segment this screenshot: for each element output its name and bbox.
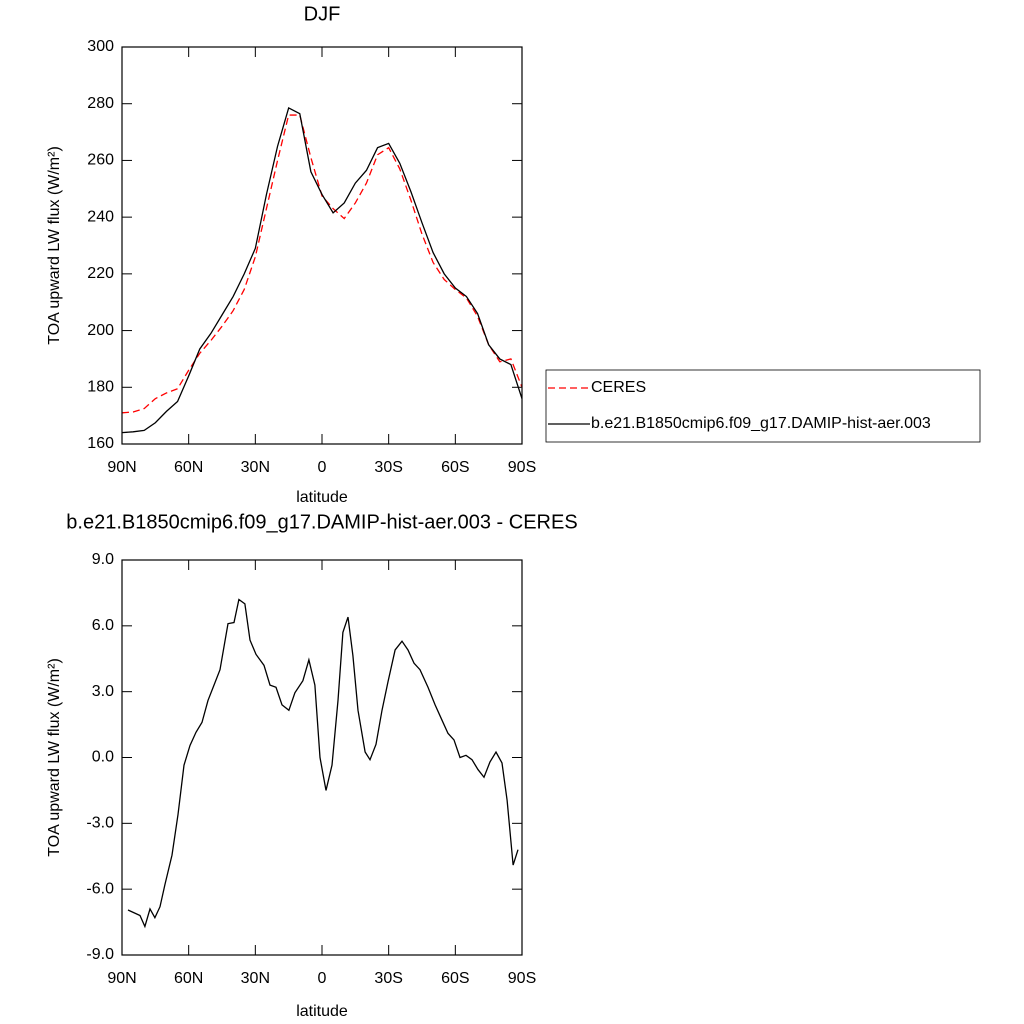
y-tick-label: 200 (87, 322, 114, 339)
plot: DJF latitude TOA upward LW flux (W/m²) 160 1… (46, 3, 981, 506)
x-tick-label: 60S (441, 459, 469, 476)
y-tick-label: 0.0 (92, 749, 114, 766)
x-tick-label: 0 (318, 970, 327, 987)
y-tick-label: 300 (87, 38, 114, 55)
y-tick-label: -9.0 (86, 946, 114, 963)
x-tick-label: 60N (174, 970, 203, 987)
plot: b.e21.B1850cmip6.f09_g17.DAMIP-hist-aer.… (46, 511, 577, 1020)
x-tick-label: 90S (508, 970, 536, 987)
y-tick-label: 280 (87, 95, 114, 112)
y-tick-label: 160 (87, 435, 114, 452)
y-tick-label: 240 (87, 208, 114, 225)
x-axis-label: latitude (296, 1003, 348, 1020)
data-line (121, 107, 523, 434)
plot-frame (121, 46, 523, 445)
x-tick-label: 90N (107, 970, 136, 987)
y-tick-label: 180 (87, 379, 114, 396)
x-tick-label: 60S (441, 970, 469, 987)
legend-label: CERES (591, 379, 646, 396)
legend-label: b.e21.B1850cmip6.f09_g17.DAMIP-hist-aer.… (591, 415, 931, 432)
legend: CERES b.e21.B1850cmip6.f09_g17.DAMIP-hist… (545, 369, 981, 443)
y-tick-label: 6.0 (92, 617, 114, 634)
legend-box (545, 369, 981, 443)
x-axis-label: latitude (296, 489, 348, 506)
chart-title: DJF (304, 3, 341, 25)
plot-frame (121, 559, 523, 956)
x-tick-label: 0 (318, 459, 327, 476)
y-tick-label: 220 (87, 265, 114, 282)
y-axis-label: TOA upward LW flux (W/m²) (46, 658, 63, 857)
x-tick-label: 30S (374, 970, 402, 987)
data-line (121, 114, 523, 414)
x-tick-label: 90N (107, 459, 136, 476)
x-tick-label: 30S (374, 459, 402, 476)
data-line (127, 598, 519, 929)
x-tick-label: 30N (241, 970, 270, 987)
y-tick-label: 3.0 (92, 683, 114, 700)
y-tick-label: -3.0 (86, 815, 114, 832)
y-tick-label: -6.0 (86, 880, 114, 897)
y-tick-label: 260 (87, 152, 114, 169)
chart-title: b.e21.B1850cmip6.f09_g17.DAMIP-hist-aer.… (66, 511, 577, 533)
x-tick-label: 90S (508, 459, 536, 476)
y-tick-label: 9.0 (92, 551, 114, 568)
y-axis-label: TOA upward LW flux (W/m²) (46, 146, 63, 345)
x-tick-label: 30N (241, 459, 270, 476)
x-tick-label: 60N (174, 459, 203, 476)
